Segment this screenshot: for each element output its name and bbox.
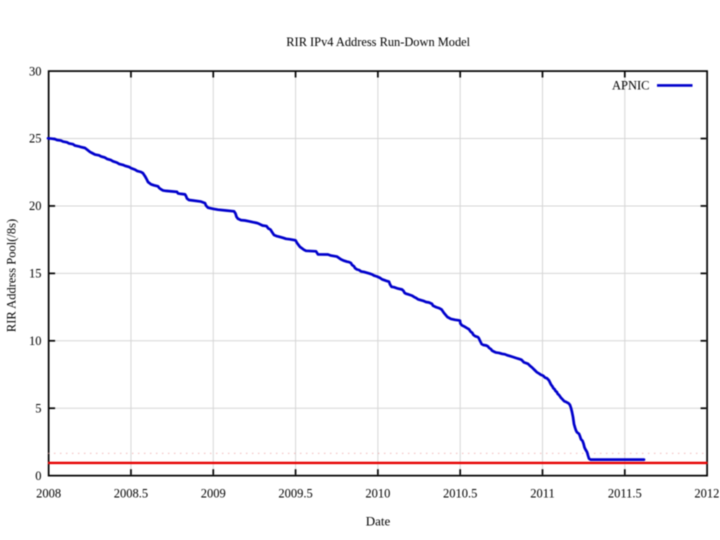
svg-text:5: 5 [35,402,41,416]
svg-text:2011: 2011 [530,486,555,500]
svg-text:2010.5: 2010.5 [443,486,477,500]
svg-text:Date: Date [366,513,391,528]
svg-text:2008: 2008 [36,486,61,500]
svg-text:20: 20 [29,199,42,213]
svg-text:15: 15 [29,267,42,281]
svg-text:2011.5: 2011.5 [608,486,642,500]
svg-text:2008.5: 2008.5 [114,486,148,500]
svg-text:25: 25 [29,132,42,146]
svg-text:30: 30 [29,64,42,78]
svg-text:APNIC: APNIC [612,78,650,92]
svg-text:0: 0 [35,469,41,483]
svg-text:2012: 2012 [694,486,719,500]
svg-text:10: 10 [29,334,42,348]
svg-text:RIR Address Pool(/8s): RIR Address Pool(/8s) [4,219,18,332]
svg-text:RIR IPv4 Address Run-Down Mode: RIR IPv4 Address Run-Down Model [286,35,470,49]
svg-text:2010: 2010 [365,486,390,500]
svg-text:2009.5: 2009.5 [278,486,312,500]
svg-text:2009: 2009 [201,486,226,500]
